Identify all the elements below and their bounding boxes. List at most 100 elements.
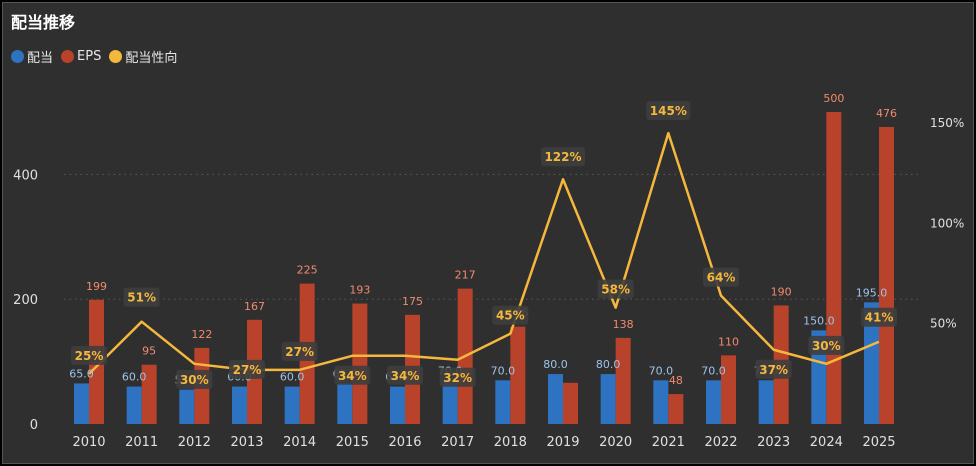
x-tick-label: 2021 bbox=[652, 435, 685, 450]
dividend-bar bbox=[600, 374, 616, 424]
dividend-value-label: 80.0 bbox=[543, 358, 568, 371]
eps-value-label: 138 bbox=[613, 318, 634, 331]
payout-label-box bbox=[861, 307, 897, 327]
payout-label-box bbox=[646, 101, 691, 121]
dividend-value-label: 60.0 bbox=[122, 371, 147, 384]
dividend-bar bbox=[758, 380, 774, 424]
dividend-value-label: 150.0 bbox=[803, 314, 835, 327]
legend-item-dividend[interactable]: 配当 bbox=[11, 47, 53, 66]
x-tick-label: 2023 bbox=[757, 435, 790, 450]
eps-value-label: 175 bbox=[402, 295, 423, 308]
payout-value-label: 122% bbox=[544, 150, 581, 164]
payout-value-label: 30% bbox=[180, 373, 209, 387]
eps-value-label: 95 bbox=[142, 345, 156, 358]
eps-value-label: 193 bbox=[349, 284, 370, 297]
eps-value-label: 199 bbox=[86, 280, 107, 293]
dividend-value-label: 195.0 bbox=[856, 286, 888, 299]
eps-bar bbox=[668, 394, 684, 424]
x-tick-label: 2022 bbox=[704, 435, 737, 450]
payout-label-box bbox=[541, 147, 585, 167]
dividend-bar bbox=[337, 383, 353, 424]
eps-bar bbox=[563, 382, 578, 424]
payout-value-label: 64% bbox=[707, 271, 736, 285]
x-tick-label: 2019 bbox=[546, 435, 579, 450]
payout-label-box bbox=[439, 367, 476, 387]
eps-bar bbox=[615, 337, 631, 424]
dividend-bar bbox=[390, 386, 405, 424]
payout-label-box bbox=[229, 359, 265, 379]
dividend-value-label: 60.0 bbox=[280, 371, 305, 384]
y-left-tick-label: 400 bbox=[13, 168, 38, 183]
payout-line bbox=[88, 131, 880, 375]
dividend-bar bbox=[653, 380, 669, 424]
dividend-value-label: 70.0 bbox=[701, 364, 726, 377]
chart-title: 配当推移 bbox=[11, 13, 76, 32]
x-tick-label: 2010 bbox=[72, 435, 105, 450]
legend: 配当 EPS 配当性向 bbox=[11, 47, 177, 66]
dividend-value-label: 65.0 bbox=[69, 367, 94, 380]
x-tick-label: 2011 bbox=[125, 435, 158, 450]
legend-item-payout[interactable]: 配当性向 bbox=[109, 47, 177, 66]
payout-value-label: 37% bbox=[759, 363, 788, 377]
legend-item-eps[interactable]: EPS bbox=[61, 49, 101, 64]
eps-bar bbox=[879, 126, 894, 424]
x-tick-label: 2018 bbox=[494, 435, 527, 450]
payout-value-label: 45% bbox=[496, 309, 525, 323]
legend-dividend-label: 配当 bbox=[27, 51, 54, 66]
payout-value-label: 34% bbox=[391, 369, 420, 383]
x-tick-label: 2017 bbox=[441, 435, 474, 450]
x-tick-label: 2016 bbox=[388, 435, 421, 450]
payout-label-box bbox=[703, 267, 739, 287]
dividend-value-label: 70.0 bbox=[491, 364, 516, 377]
dividend-bar bbox=[706, 380, 721, 424]
x-tick-label: 2020 bbox=[599, 435, 632, 450]
payout-value-label: 145% bbox=[650, 104, 687, 118]
payout-value-label: 32% bbox=[443, 371, 472, 385]
eps-bar bbox=[510, 326, 526, 424]
dividend-value-label: 70.0 bbox=[649, 364, 674, 377]
eps-value-label: 167 bbox=[244, 300, 265, 313]
x-tick-label: 2024 bbox=[810, 435, 843, 450]
legend-payout-swatch bbox=[109, 50, 123, 63]
eps-value-label: 110 bbox=[718, 335, 739, 348]
eps-value-label: 48 bbox=[669, 374, 683, 387]
payout-value-label: 34% bbox=[338, 369, 367, 383]
payout-label-box bbox=[71, 345, 107, 365]
payout-label-box bbox=[281, 341, 318, 361]
payout-label-box bbox=[808, 335, 845, 355]
dividend-bar bbox=[548, 374, 563, 424]
eps-value-label: 190 bbox=[771, 285, 792, 298]
x-tick-label: 2015 bbox=[336, 435, 369, 450]
legend-dividend-swatch bbox=[11, 50, 24, 63]
y-left-tick-label: 0 bbox=[30, 418, 38, 433]
legend-eps-swatch bbox=[61, 50, 75, 63]
payout-value-label: 27% bbox=[233, 363, 262, 377]
dividend-bar bbox=[284, 386, 300, 424]
eps-bar bbox=[352, 303, 368, 424]
payout-value-label: 25% bbox=[75, 349, 104, 363]
eps-value-label: 217 bbox=[455, 269, 476, 282]
dividend-bar bbox=[74, 383, 89, 424]
eps-value-label: 500 bbox=[823, 92, 844, 105]
eps-value-label: 476 bbox=[876, 107, 897, 120]
payout-label-box bbox=[387, 365, 423, 385]
payout-value-label: 30% bbox=[812, 339, 841, 353]
x-tick-label: 2013 bbox=[230, 435, 263, 450]
payout-label-box bbox=[597, 279, 634, 299]
payout-label-box bbox=[334, 365, 371, 385]
x-tick-label: 2014 bbox=[283, 435, 316, 450]
eps-value-label: 225 bbox=[297, 264, 318, 277]
payout-value-label: 51% bbox=[127, 291, 156, 305]
dividend-bar bbox=[442, 380, 458, 424]
dividend-bar bbox=[864, 302, 879, 424]
payout-value-label: 27% bbox=[285, 345, 314, 359]
legend-payout-label: 配当性向 bbox=[125, 51, 178, 66]
payout-label-box bbox=[755, 359, 792, 379]
payout-value-label: 58% bbox=[601, 283, 630, 297]
y-right-tick-label: 100% bbox=[930, 216, 964, 230]
eps-bar bbox=[141, 364, 157, 424]
dividend-value-label: 80.0 bbox=[596, 358, 621, 371]
payout-label-box bbox=[492, 305, 529, 325]
